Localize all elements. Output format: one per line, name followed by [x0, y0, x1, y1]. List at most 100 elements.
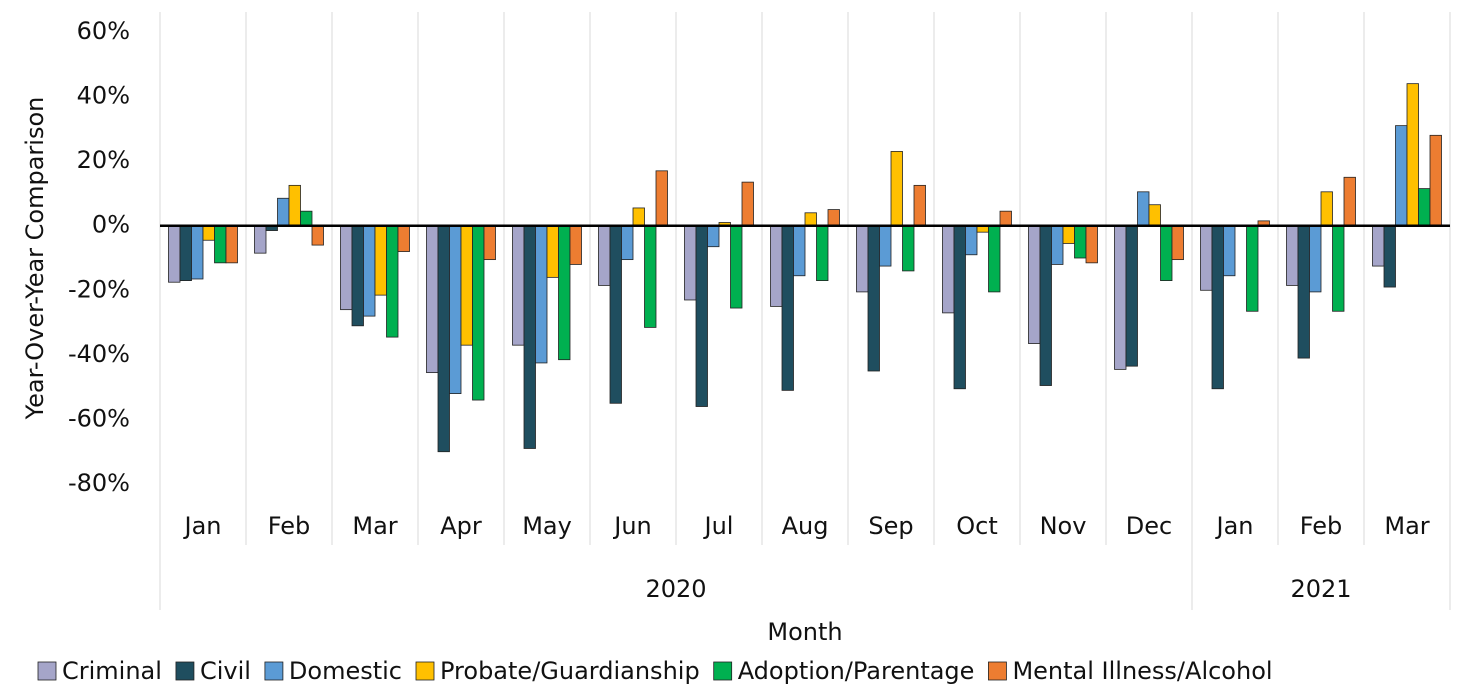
bar: [1028, 225, 1041, 344]
legend-swatch: [37, 661, 57, 681]
bar: [644, 225, 657, 328]
bar: [879, 225, 892, 267]
bar: [609, 225, 622, 404]
bar: [965, 225, 978, 256]
bar: [1211, 225, 1224, 390]
bar: [1320, 191, 1333, 227]
bar: [1332, 225, 1345, 312]
bar: [856, 225, 869, 293]
x-group-label: 2020: [645, 575, 706, 603]
bar: [397, 225, 410, 252]
bar: [1085, 225, 1098, 264]
bar: [1137, 191, 1150, 227]
bar: [793, 225, 806, 277]
y-tick-label: -40%: [68, 340, 130, 368]
x-axis-title: Month: [767, 618, 842, 646]
bar: [449, 225, 462, 394]
bar: [953, 225, 966, 390]
x-tick-label: Jan: [1215, 512, 1254, 540]
x-tick-label: Nov: [1040, 512, 1087, 540]
bar: [374, 225, 387, 296]
bar: [1171, 225, 1184, 261]
bar: [168, 225, 181, 283]
bar: [902, 225, 915, 272]
bar: [770, 225, 783, 307]
bar: [1343, 176, 1356, 227]
bar: [225, 225, 238, 264]
y-tick-label: 20%: [77, 146, 130, 174]
legend-swatch: [988, 661, 1007, 681]
x-tick-label: May: [522, 512, 572, 540]
y-axis-title: Year-Over-Year Comparison: [21, 97, 49, 421]
bar: [558, 225, 571, 361]
y-tick-label: -20%: [68, 275, 130, 303]
bar: [214, 225, 227, 264]
bar: [1074, 225, 1087, 259]
bar: [351, 225, 364, 327]
bar: [913, 184, 926, 227]
legend-label: Mental Illness/Alcohol: [1012, 657, 1272, 685]
bar: [804, 212, 817, 227]
x-tick-label: Mar: [352, 512, 397, 540]
bar: [363, 225, 376, 317]
legend-label: Civil: [200, 657, 251, 685]
bar: [300, 210, 313, 227]
bar: [512, 225, 525, 346]
bar: [1418, 188, 1431, 227]
y-tick-label: 40%: [77, 82, 130, 110]
x-group-label: 2021: [1290, 575, 1351, 603]
bar: [816, 225, 829, 281]
bar: [827, 209, 840, 227]
bar: [781, 225, 794, 391]
legend-label: Probate/Guardianship: [440, 657, 700, 685]
x-tick-label: Feb: [268, 512, 311, 540]
bar: [254, 225, 267, 254]
bar: [695, 225, 708, 407]
bar: [311, 225, 324, 246]
bar: [1297, 225, 1310, 359]
bar: [535, 225, 548, 364]
bar: [1406, 83, 1419, 227]
legend-swatch: [415, 661, 435, 681]
bar: [621, 225, 634, 261]
x-tick-label: Oct: [956, 512, 998, 540]
bar: [1160, 225, 1173, 281]
bar: [1395, 125, 1408, 227]
bar: [890, 151, 903, 227]
x-tick-label: Apr: [440, 512, 482, 540]
bar: [340, 225, 353, 311]
bar: [1286, 225, 1299, 286]
legend-swatch: [264, 661, 284, 681]
bar: [426, 225, 439, 374]
bar: [1125, 225, 1138, 367]
bar: [1429, 134, 1442, 227]
x-tick-label: Jan: [183, 512, 222, 540]
bar: [707, 225, 720, 248]
x-tick-label: Mar: [1384, 512, 1429, 540]
bar: [1246, 225, 1259, 312]
bar: [684, 225, 697, 301]
bar: [460, 225, 473, 346]
y-tick-label: -80%: [68, 469, 130, 497]
bar: [1062, 225, 1075, 244]
legend-label: Domestic: [289, 657, 402, 685]
bar: [386, 225, 399, 338]
bar: [437, 225, 450, 453]
bar: [867, 225, 880, 372]
bar: [202, 225, 215, 241]
bar: [569, 225, 582, 265]
bar: [1309, 225, 1322, 293]
bar: [988, 225, 1001, 293]
bar: [179, 225, 192, 281]
bar: [1148, 204, 1161, 227]
y-tick-label: -60%: [68, 404, 130, 432]
bar: [730, 225, 743, 309]
bar: [1372, 225, 1385, 267]
legend-swatch: [713, 661, 733, 681]
bar: [1223, 225, 1236, 277]
legend-swatch: [175, 661, 195, 681]
bar: [942, 225, 955, 314]
bar: [741, 181, 754, 227]
x-tick-label: Sep: [868, 512, 913, 540]
bar: [999, 210, 1012, 227]
